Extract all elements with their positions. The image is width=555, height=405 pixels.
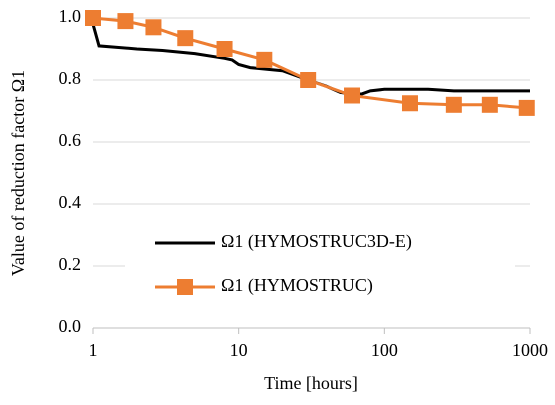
legend-label: Ω1 (HYMOSTRUC) — [221, 275, 373, 296]
x-axis-title: Time [hours] — [264, 373, 358, 393]
series-marker — [401, 95, 418, 112]
series-marker — [216, 41, 233, 57]
y-tick-label: 0.2 — [59, 254, 82, 274]
x-tick-label: 1 — [89, 340, 98, 360]
series-marker — [117, 13, 134, 30]
x-tick-label: 1000 — [512, 340, 548, 360]
series-marker — [85, 10, 101, 26]
y-tick-label: 1.0 — [59, 6, 82, 26]
x-tick-label: 100 — [371, 340, 398, 360]
series-marker — [300, 72, 317, 88]
y-tick-label: 0.0 — [59, 316, 82, 336]
y-tick-label: 0.6 — [59, 130, 82, 150]
legend-marker — [177, 279, 193, 295]
series-marker — [518, 99, 535, 116]
y-axis-title: Value of reduction factor Ω1 — [8, 70, 28, 276]
y-tick-label: 0.8 — [59, 68, 82, 88]
series-marker — [145, 19, 162, 36]
series-marker — [177, 30, 194, 47]
series-marker — [256, 51, 273, 68]
x-tick-label: 10 — [230, 340, 248, 360]
y-tick-label: 0.4 — [59, 192, 82, 212]
legend-label: Ω1 (HYMOSTRUC3D-E) — [221, 231, 412, 252]
series-marker — [481, 96, 498, 113]
series-marker — [344, 87, 361, 104]
series-marker — [445, 96, 462, 113]
